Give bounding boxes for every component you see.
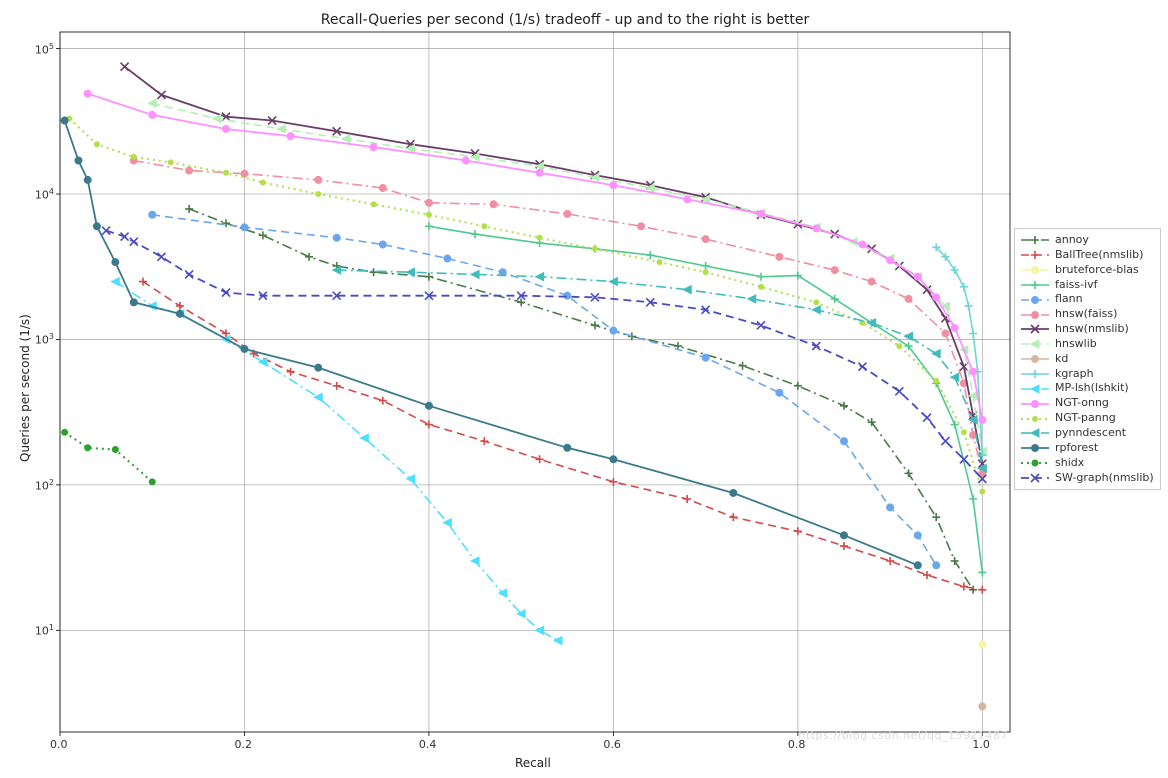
- legend-label: hnsw(nmslib): [1055, 322, 1129, 337]
- y-tick-label: 101: [35, 623, 54, 638]
- chart-plot-area: [0, 0, 1168, 778]
- legend-entry: bruteforce-blas: [1021, 263, 1154, 278]
- legend-label: BallTree(nmslib): [1055, 248, 1143, 263]
- legend-label: MP-lsh(lshkit): [1055, 381, 1129, 396]
- legend-label: shidx: [1055, 456, 1084, 471]
- legend-label: annoy: [1055, 233, 1089, 248]
- legend-label: bruteforce-blas: [1055, 263, 1139, 278]
- legend-entry: kd: [1021, 352, 1154, 367]
- legend-label: hnsw(faiss): [1055, 307, 1117, 322]
- x-tick-label: 1.0: [972, 738, 990, 751]
- y-tick-label: 103: [35, 332, 54, 347]
- legend-label: SW-graph(nmslib): [1055, 471, 1154, 486]
- legend-entry: kgraph: [1021, 367, 1154, 382]
- legend-entry: rpforest: [1021, 441, 1154, 456]
- legend-label: NGT-panng: [1055, 411, 1116, 426]
- legend-entry: BallTree(nmslib): [1021, 248, 1154, 263]
- legend-entry: hnsw(faiss): [1021, 307, 1154, 322]
- legend-entry: faiss-ivf: [1021, 278, 1154, 293]
- x-tick-label: 0.6: [603, 738, 621, 751]
- y-tick-label: 105: [35, 42, 54, 57]
- x-tick-label: 0.4: [419, 738, 437, 751]
- legend-entry: MP-lsh(lshkit): [1021, 381, 1154, 396]
- legend-entry: SW-graph(nmslib): [1021, 471, 1154, 486]
- legend-label: kd: [1055, 352, 1068, 367]
- legend-label: hnswlib: [1055, 337, 1097, 352]
- legend-entry: flann: [1021, 292, 1154, 307]
- legend-label: faiss-ivf: [1055, 278, 1098, 293]
- legend: annoyBallTree(nmslib)bruteforce-blasfais…: [1014, 228, 1161, 490]
- legend-entry: shidx: [1021, 456, 1154, 471]
- y-tick-label: 102: [35, 478, 54, 493]
- legend-entry: annoy: [1021, 233, 1154, 248]
- legend-entry: NGT-onng: [1021, 396, 1154, 411]
- x-axis-label: Recall: [515, 756, 551, 770]
- x-tick-label: 0.8: [788, 738, 806, 751]
- y-tick-label: 104: [35, 187, 54, 202]
- legend-label: rpforest: [1055, 441, 1098, 456]
- legend-entry: hnswlib: [1021, 337, 1154, 352]
- legend-label: NGT-onng: [1055, 396, 1109, 411]
- x-tick-label: 0.0: [50, 738, 68, 751]
- figure: Recall-Queries per second (1/s) tradeoff…: [0, 0, 1168, 778]
- legend-entry: hnsw(nmslib): [1021, 322, 1154, 337]
- legend-entry: NGT-panng: [1021, 411, 1154, 426]
- legend-label: pynndescent: [1055, 426, 1126, 441]
- y-axis-label: Queries per second (1/s): [18, 314, 32, 462]
- x-tick-label: 0.2: [234, 738, 252, 751]
- legend-label: flann: [1055, 292, 1083, 307]
- legend-label: kgraph: [1055, 367, 1094, 382]
- legend-entry: pynndescent: [1021, 426, 1154, 441]
